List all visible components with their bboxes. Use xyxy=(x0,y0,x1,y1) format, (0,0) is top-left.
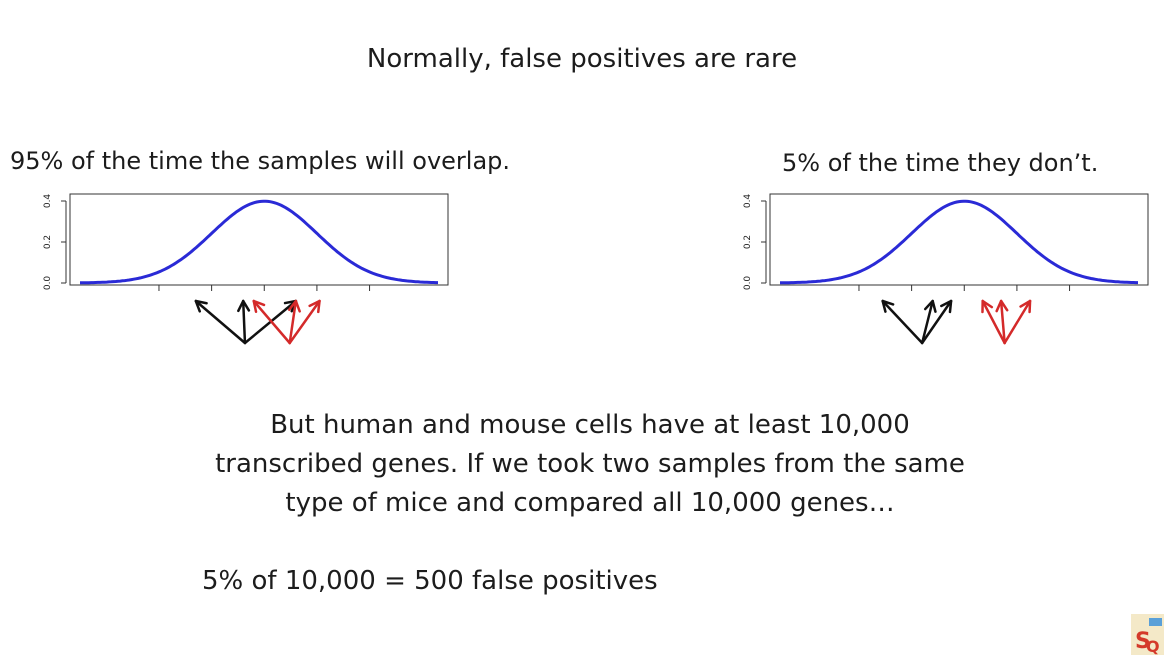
channel-logo: S Q xyxy=(1131,614,1164,655)
y-tick-label: 0.4 xyxy=(743,194,753,209)
y-tick-label: 0.4 xyxy=(43,194,53,209)
y-tick-label: 0.2 xyxy=(743,235,753,249)
black-sample-arrow xyxy=(241,299,247,345)
red-sample-arrowhead xyxy=(981,299,994,314)
red-sample-arrowhead xyxy=(995,299,1009,313)
black-sample-arrow xyxy=(194,299,247,345)
plot-frame xyxy=(769,193,1149,286)
logo-accent xyxy=(1149,618,1162,626)
plot-frame xyxy=(69,193,449,286)
red-sample-arrow xyxy=(999,299,1006,345)
black-sample-arrowhead xyxy=(237,299,251,313)
black-sample-arrow xyxy=(881,299,924,345)
red-sample-arrowhead xyxy=(252,299,266,314)
y-tick-label: 0.0 xyxy=(43,276,53,291)
black-sample-arrowhead xyxy=(923,299,937,313)
equation-text: 5% of 10,000 = 500 false positives xyxy=(202,566,658,596)
body-line-2: transcribed genes. If we took two sample… xyxy=(215,449,965,479)
red-sample-arrow xyxy=(252,299,291,345)
density-curve xyxy=(780,199,1138,285)
y-tick-label: 0.0 xyxy=(743,276,753,291)
right-plot: 0.0 0.2 0.4 xyxy=(743,193,1149,345)
black-sample-arrowhead xyxy=(940,299,953,314)
body-line-3: type of mice and compared all 10,000 gen… xyxy=(285,488,895,518)
left-caption: 95% of the time the samples will overlap… xyxy=(10,147,511,175)
red-sample-arrowhead xyxy=(287,299,301,313)
logo-mark-2: Q xyxy=(1146,637,1160,655)
black-sample-arrow xyxy=(920,299,934,345)
right-caption: 5% of the time they don’t. xyxy=(782,149,1099,177)
density-curve xyxy=(80,199,438,285)
logo-mark: S xyxy=(1135,629,1151,654)
left-plot: 0.0 0.2 0.4 xyxy=(43,193,449,345)
black-sample-arrow xyxy=(920,299,953,345)
black-sample-arrowhead xyxy=(194,299,208,313)
red-sample-arrow xyxy=(288,299,321,345)
red-sample-arrow xyxy=(288,299,298,345)
y-tick-label: 0.2 xyxy=(43,235,53,249)
red-sample-arrowhead xyxy=(1019,299,1032,314)
body-text: But human and mouse cells have at least … xyxy=(180,406,1000,523)
red-sample-arrowhead xyxy=(308,299,321,314)
red-sample-arrow xyxy=(1003,299,1032,345)
red-sample-arrow xyxy=(981,299,1006,345)
body-line-1: But human and mouse cells have at least … xyxy=(270,410,910,440)
slide-title: Normally, false positives are rare xyxy=(366,44,798,74)
black-sample-arrowhead xyxy=(881,299,895,313)
